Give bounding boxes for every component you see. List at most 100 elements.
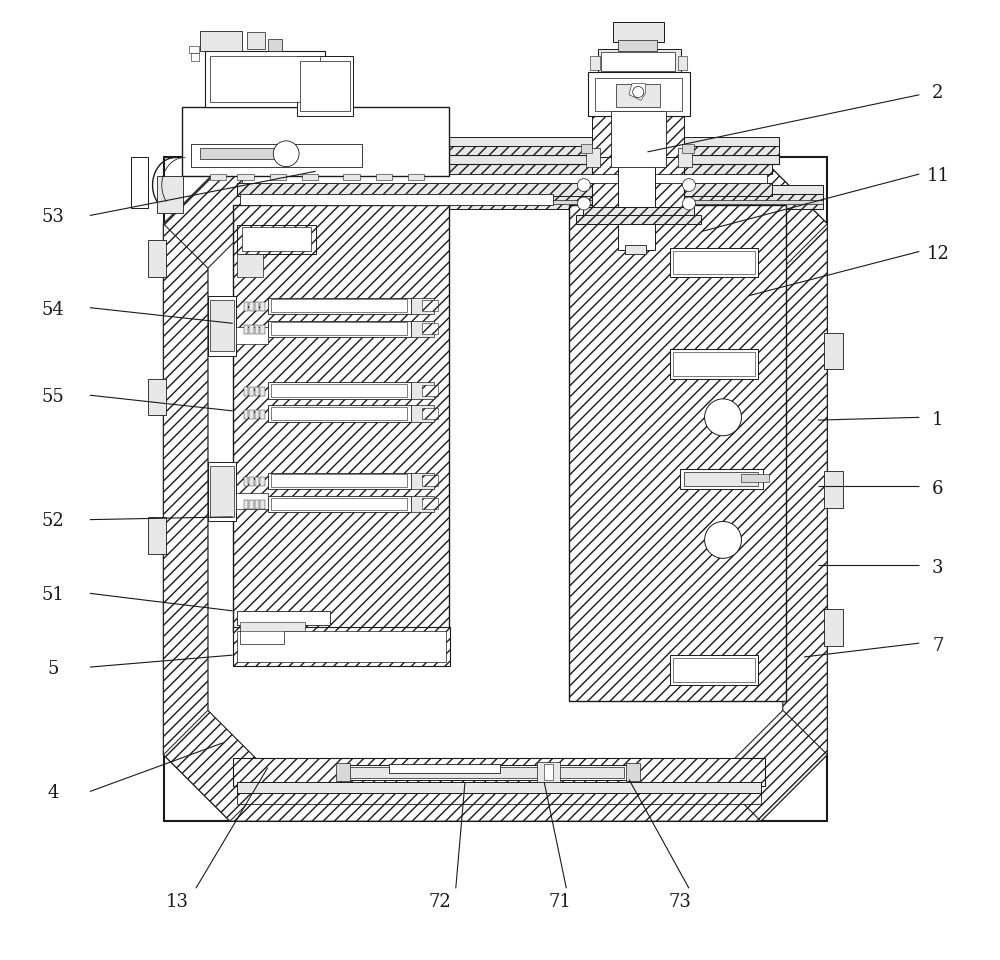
Bar <box>240 622 305 631</box>
Bar <box>244 302 248 311</box>
Text: 6: 6 <box>932 480 944 498</box>
Bar <box>205 52 325 107</box>
Bar <box>343 174 360 180</box>
Bar <box>422 324 438 334</box>
Bar <box>408 174 424 180</box>
Polygon shape <box>164 157 274 268</box>
Bar <box>249 500 254 510</box>
Bar <box>271 474 407 488</box>
Bar <box>268 472 411 490</box>
Bar <box>237 782 761 793</box>
Bar <box>157 176 183 213</box>
Bar <box>237 611 330 625</box>
Bar <box>588 72 690 116</box>
Bar <box>824 609 843 646</box>
Text: 2: 2 <box>932 84 943 102</box>
Bar <box>302 174 318 180</box>
Bar <box>422 385 438 396</box>
Bar <box>237 163 772 174</box>
Text: 54: 54 <box>42 300 64 319</box>
Bar <box>678 56 687 70</box>
Bar <box>601 53 675 71</box>
Bar <box>618 40 657 52</box>
Bar <box>300 60 350 111</box>
Text: 11: 11 <box>926 167 949 185</box>
Text: 51: 51 <box>42 587 64 604</box>
Bar <box>411 321 434 337</box>
Bar <box>682 144 694 153</box>
Bar <box>271 407 407 420</box>
Bar <box>260 387 265 396</box>
Circle shape <box>682 179 695 192</box>
Bar <box>260 325 265 334</box>
Bar <box>268 495 411 513</box>
Bar <box>297 56 353 116</box>
Bar <box>590 56 600 70</box>
Bar <box>268 382 411 399</box>
Bar <box>164 157 827 821</box>
Bar <box>411 472 434 490</box>
Polygon shape <box>717 710 827 821</box>
Bar <box>592 153 684 213</box>
Polygon shape <box>230 157 761 202</box>
Polygon shape <box>208 202 783 777</box>
Bar <box>389 764 500 773</box>
Bar <box>348 767 624 778</box>
Polygon shape <box>164 710 274 821</box>
Bar <box>670 248 758 277</box>
Bar <box>411 298 434 314</box>
Circle shape <box>705 399 741 436</box>
Bar <box>422 300 438 311</box>
Text: 72: 72 <box>429 893 451 911</box>
Bar <box>249 387 254 396</box>
Bar <box>200 148 283 159</box>
Bar <box>583 207 694 218</box>
Bar <box>422 498 438 510</box>
Bar <box>586 148 600 167</box>
Bar <box>616 84 660 107</box>
Text: 7: 7 <box>932 636 943 655</box>
Bar <box>191 144 362 167</box>
Bar <box>210 174 226 180</box>
Bar <box>244 387 248 396</box>
Bar <box>249 325 254 334</box>
Bar <box>271 497 407 511</box>
Bar <box>271 384 407 397</box>
Bar <box>148 516 166 554</box>
Bar <box>741 474 769 482</box>
Bar <box>242 228 311 252</box>
Bar <box>544 764 553 780</box>
Bar <box>673 251 755 275</box>
Text: 12: 12 <box>926 245 949 263</box>
Bar <box>244 325 248 334</box>
Bar <box>208 155 779 164</box>
Bar <box>613 22 664 42</box>
Bar <box>422 475 438 487</box>
Bar <box>422 408 438 420</box>
Circle shape <box>577 179 590 192</box>
Bar <box>252 185 823 194</box>
Bar <box>210 467 234 516</box>
Bar <box>625 245 646 254</box>
Polygon shape <box>164 157 827 821</box>
Bar <box>249 410 254 420</box>
Bar <box>182 107 449 176</box>
Bar <box>618 144 655 250</box>
Bar <box>411 405 434 422</box>
Polygon shape <box>230 777 761 821</box>
Bar <box>237 225 316 254</box>
Bar <box>233 628 450 666</box>
Bar <box>233 205 449 632</box>
Circle shape <box>705 521 741 559</box>
Bar <box>255 410 259 420</box>
Polygon shape <box>783 224 827 755</box>
Text: 4: 4 <box>47 784 59 803</box>
Bar <box>237 254 263 277</box>
Bar <box>670 655 758 684</box>
Bar <box>255 477 259 487</box>
Bar <box>249 477 254 487</box>
Bar <box>824 470 843 508</box>
Bar <box>255 387 259 396</box>
Polygon shape <box>629 84 646 100</box>
Circle shape <box>633 86 644 98</box>
